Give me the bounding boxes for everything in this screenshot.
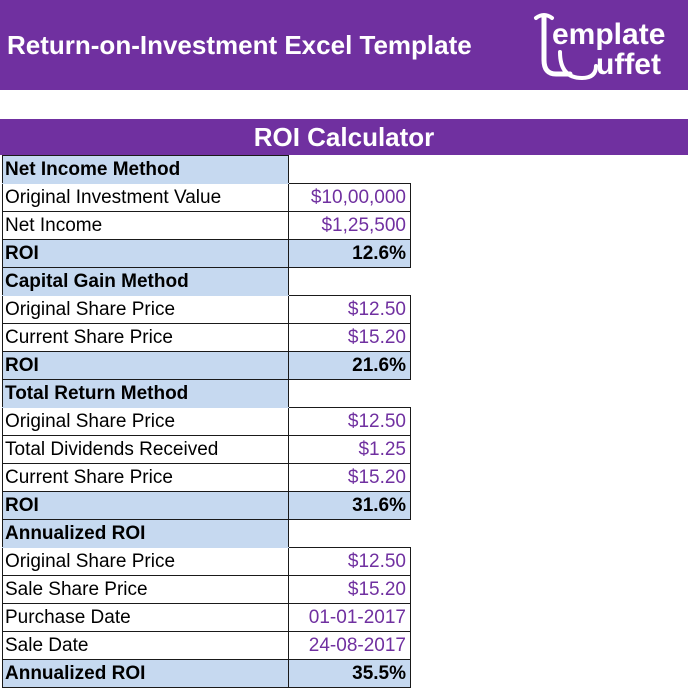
roi-result-row: ROI 12.6% — [2, 239, 411, 268]
svg-text:uffet: uffet — [596, 48, 661, 81]
table-row: Original Share Price $12.50 — [2, 295, 411, 324]
input-value-cell[interactable]: $12.50 — [288, 407, 411, 436]
input-label-cell[interactable]: Original Share Price — [2, 407, 289, 436]
template-buffet-logo: emplate uffet — [534, 13, 665, 81]
roi-calculator-table: Net Income Method Original Investment Val… — [2, 155, 411, 688]
section-header-row: Net Income Method — [2, 155, 411, 184]
table-row: Original Share Price $12.50 — [2, 547, 411, 576]
input-label-cell[interactable]: Sale Date — [2, 631, 289, 660]
table-row: Net Income $1,25,500 — [2, 211, 411, 240]
input-label-cell[interactable]: Net Income — [2, 211, 289, 240]
roi-result-value[interactable]: 21.6% — [288, 351, 411, 380]
roi-result-label[interactable]: ROI — [2, 239, 289, 268]
input-value-cell[interactable]: 01-01-2017 — [288, 603, 411, 632]
roi-result-value[interactable]: 31.6% — [288, 491, 411, 520]
input-value-cell[interactable]: $15.20 — [288, 575, 411, 604]
section-title[interactable]: Capital Gain Method — [2, 267, 289, 296]
section-header-row: Annualized ROI — [2, 519, 411, 548]
roi-result-label[interactable]: ROI — [2, 491, 289, 520]
table-row: Total Dividends Received $1.25 — [2, 435, 411, 464]
section-title[interactable]: Net Income Method — [2, 155, 289, 184]
roi-result-row: ROI 21.6% — [2, 351, 411, 380]
input-value-cell[interactable]: $1,25,500 — [288, 211, 411, 240]
input-label-cell[interactable]: Original Investment Value — [2, 183, 289, 212]
table-row: Original Share Price $12.50 — [2, 407, 411, 436]
input-label-cell[interactable]: Sale Share Price — [2, 575, 289, 604]
empty-cell[interactable] — [289, 380, 411, 408]
input-value-cell[interactable]: $15.20 — [288, 463, 411, 492]
section-header-row: Total Return Method — [2, 379, 411, 408]
section-header-row: Capital Gain Method — [2, 267, 411, 296]
input-value-cell[interactable]: $12.50 — [288, 295, 411, 324]
section-title[interactable]: Total Return Method — [2, 379, 289, 408]
input-label-cell[interactable]: Total Dividends Received — [2, 435, 289, 464]
input-label-cell[interactable]: Original Share Price — [2, 295, 289, 324]
input-value-cell[interactable]: 24-08-2017 — [288, 631, 411, 660]
svg-text:emplate: emplate — [552, 18, 665, 51]
table-row: Original Investment Value $10,00,000 — [2, 183, 411, 212]
input-value-cell[interactable]: $10,00,000 — [288, 183, 411, 212]
table-row: Sale Date 24-08-2017 — [2, 631, 411, 660]
title-banner: Return-on-Investment Excel Template empl… — [0, 0, 688, 90]
input-value-cell[interactable]: $15.20 — [288, 323, 411, 352]
roi-result-row: Annualized ROI 35.5% — [2, 659, 411, 688]
page-title: Return-on-Investment Excel Template — [7, 30, 472, 60]
input-label-cell[interactable]: Current Share Price — [2, 463, 289, 492]
roi-calculator-header: ROI Calculator — [0, 119, 688, 155]
roi-result-value[interactable]: 12.6% — [288, 239, 411, 268]
table-row: Purchase Date 01-01-2017 — [2, 603, 411, 632]
input-value-cell[interactable]: $12.50 — [288, 547, 411, 576]
empty-cell[interactable] — [289, 520, 411, 548]
empty-cell[interactable] — [289, 268, 411, 296]
section-title[interactable]: Annualized ROI — [2, 519, 289, 548]
empty-cell[interactable] — [289, 156, 411, 184]
table-row: Current Share Price $15.20 — [2, 463, 411, 492]
roi-result-label[interactable]: Annualized ROI — [2, 659, 289, 688]
roi-result-row: ROI 31.6% — [2, 491, 411, 520]
input-label-cell[interactable]: Purchase Date — [2, 603, 289, 632]
table-row: Current Share Price $15.20 — [2, 323, 411, 352]
input-label-cell[interactable]: Current Share Price — [2, 323, 289, 352]
input-label-cell[interactable]: Original Share Price — [2, 547, 289, 576]
roi-result-label[interactable]: ROI — [2, 351, 289, 380]
input-value-cell[interactable]: $1.25 — [288, 435, 411, 464]
roi-result-value[interactable]: 35.5% — [288, 659, 411, 688]
table-row: Sale Share Price $15.20 — [2, 575, 411, 604]
